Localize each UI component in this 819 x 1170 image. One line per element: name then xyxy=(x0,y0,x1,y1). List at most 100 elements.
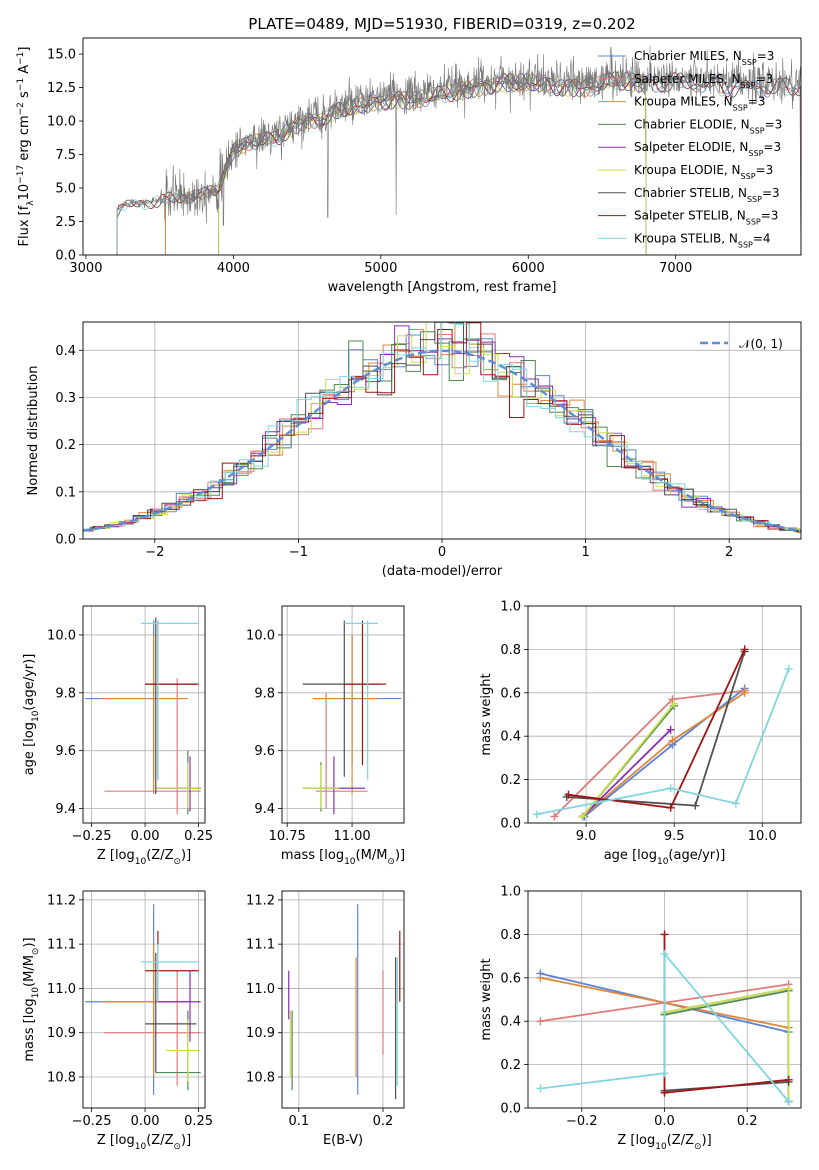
errorbar-kroupa_miles xyxy=(102,634,188,795)
y-tick-label: 1.0 xyxy=(500,885,521,900)
weight-marker-salpeter_stelib xyxy=(740,645,749,654)
errorbar-kroupa_stelib xyxy=(344,620,379,780)
x-tick-label: 5000 xyxy=(364,261,397,276)
x-tick-label: 0 xyxy=(438,545,446,560)
weight-line-kroupa_stelib xyxy=(540,951,790,1103)
y-tick-label: 10.9 xyxy=(47,1026,76,1041)
weight-marker-salpeter_miles xyxy=(536,1017,545,1026)
weight-marker-kroupa_stelib xyxy=(731,799,740,808)
x-tick-label: 11.00 xyxy=(333,829,370,844)
y-tick-label: 9.4 xyxy=(55,802,76,817)
model-spectrum-salpeter_stelib xyxy=(116,72,801,255)
y-tick-label: 0.4 xyxy=(500,730,521,745)
y-tick-label: 0.0 xyxy=(55,249,76,264)
x-axis-label: age [log10(age/yr)] xyxy=(604,848,726,867)
plot-area xyxy=(536,930,793,1106)
weight-marker-chabrier_stelib xyxy=(691,801,700,810)
y-tick-label: 9.6 xyxy=(254,744,275,759)
weight-line-salpeter_stelib xyxy=(568,649,746,809)
legend-entry: Salpeter STELIB, NSSP=3 xyxy=(598,209,778,226)
errorbar-chabrier_miles xyxy=(85,620,184,780)
weight-line-salpeter_stelib xyxy=(663,934,789,1094)
legend-entry: Kroupa ELODIE, NSSP=3 xyxy=(598,163,773,181)
weight-marker-salpeter_stelib xyxy=(660,1088,669,1097)
y-axis-label: mass weight xyxy=(479,673,494,755)
weight-line-salpeter_elodie xyxy=(664,987,790,1102)
errorbar-chabrier_stelib xyxy=(145,617,197,795)
panel-residuals: −2 −1 0 1 2 0.0 0.1 0.2 0.3 0.4 (data-model)/error… xyxy=(26,321,802,579)
x-axis-label: (data-model)/error xyxy=(382,564,503,579)
y-tick-label: 10.9 xyxy=(246,1026,275,1041)
errorbar-kroupa_elodie xyxy=(302,765,340,809)
errorbar-kroupa_stelib xyxy=(140,620,199,780)
y-tick-label: 0.6 xyxy=(500,686,521,701)
x-tick-label: 3000 xyxy=(69,261,102,276)
errorbar-kroupa_elodie xyxy=(166,1019,201,1082)
y-tick-label: 2.5 xyxy=(55,215,76,230)
y-tick-label: 7.5 xyxy=(55,148,76,163)
y-tick-label: 11.0 xyxy=(246,982,275,997)
y-tick-label: 10.0 xyxy=(47,628,76,643)
weight-marker-kroupa_elodie xyxy=(578,812,587,821)
y-tick-label: 11.1 xyxy=(246,938,275,953)
x-tick-label: 0.25 xyxy=(184,1114,213,1129)
y-axis-label: mass weight xyxy=(479,958,494,1040)
weight-marker-salpeter_miles xyxy=(668,695,677,704)
plot-area xyxy=(532,645,793,821)
axes-frame xyxy=(82,37,802,256)
panel-spectrum: 3000 4000 5000 6000 7000 0.0 2.5 5.0 7.5 10.0 12.5… xyxy=(16,15,802,295)
axes-frame xyxy=(82,890,206,1109)
y-tick-label: 5.0 xyxy=(55,182,76,197)
legend-label: 𝒩(0, 1) xyxy=(739,337,783,351)
legend-label: Chabrier STELIB, NSSP=3 xyxy=(634,186,780,204)
x-axis-label: wavelength [Angstrom, rest frame] xyxy=(328,280,557,295)
x-tick-label: −2 xyxy=(145,545,164,560)
axes-frame xyxy=(281,605,405,824)
y-axis-label: Flux [fλ10−17 erg cm−2 s−1 A−1] xyxy=(16,47,36,247)
x-tick-label: 7000 xyxy=(659,261,692,276)
errorbar-salpeter_elodie xyxy=(157,756,201,812)
y-tick-label: 11.1 xyxy=(47,938,76,953)
histogram-kroupa_stelib xyxy=(83,322,801,532)
y-tick-label: 0.4 xyxy=(500,1015,521,1030)
y-tick-label: 10.0 xyxy=(246,628,275,643)
x-tick-label: 4000 xyxy=(217,261,250,276)
panel-age_vs_Z: −0.25 0.00 0.25 9.4 9.6 9.8 10.0 Z [log10(Z/Z⊙)… xyxy=(22,605,213,867)
y-tick-label: 9.6 xyxy=(55,744,76,759)
x-axis-label: E(B-V) xyxy=(323,1133,363,1148)
axes-overlay: 0.1 0.2 10.8 10.9 11.0 11.1 11.2 E(B-V) xyxy=(246,890,405,1148)
plot-area xyxy=(85,904,201,1095)
y-tick-label: 9.8 xyxy=(55,686,76,701)
axes-overlay: −0.25 0.00 0.25 9.4 9.6 9.8 10.0 Z [log10(Z/Z⊙)… xyxy=(22,605,213,867)
weight-marker-kroupa_elodie xyxy=(784,984,793,993)
x-tick-label: 10.0 xyxy=(748,829,777,844)
y-tick-label: 0.3 xyxy=(55,391,76,406)
x-tick-label: 0.1 xyxy=(288,1114,309,1129)
y-tick-label: 0.4 xyxy=(55,344,76,359)
weight-marker-kroupa_elodie xyxy=(670,699,679,708)
panel-mass_vs_Z: −0.25 0.00 0.25 10.8 10.9 11.0 11.1 11.2 Z [log1… xyxy=(22,890,213,1152)
x-tick-label: 0.2 xyxy=(737,1114,758,1129)
panel-mass_vs_ebv: 0.1 0.2 10.8 10.9 11.0 11.1 11.2 E(B-V) xyxy=(246,890,405,1148)
weight-marker-kroupa_miles xyxy=(740,688,749,697)
observed-spectrum xyxy=(116,45,801,255)
x-tick-label: 0.00 xyxy=(131,1114,160,1129)
plot-area xyxy=(288,904,401,1100)
errorbar-chabrier_miles xyxy=(85,904,184,1095)
chart-title: PLATE=0489, MJD=51930, FIBERID=0319, z=0… xyxy=(248,15,635,33)
axes-frame xyxy=(281,890,405,1109)
legend-entry: Salpeter MILES, NSSP=3 xyxy=(598,72,773,89)
legend-label: Kroupa STELIB, NSSP=4 xyxy=(634,231,771,249)
x-tick-label: 9.0 xyxy=(576,829,597,844)
weight-marker-salpeter_stelib xyxy=(784,1075,793,1084)
panel-age_vs_mass: 10.75 11.00 9.4 9.6 9.8 10.0 mass [log10(M/M⊙)… xyxy=(246,605,405,867)
errorbar-salpeter_miles xyxy=(315,692,368,809)
y-tick-label: 11.2 xyxy=(47,893,76,908)
weight-marker-salpeter_elodie xyxy=(666,725,675,734)
y-tick-label: 0.6 xyxy=(500,971,521,986)
normal-curve xyxy=(83,349,801,532)
y-tick-label: 0.2 xyxy=(55,438,76,453)
axes-overlay: −2 −1 0 1 2 0.0 0.1 0.2 0.3 0.4 (data-model)/error… xyxy=(26,321,802,579)
x-tick-label: −0.25 xyxy=(72,1114,112,1129)
y-tick-label: 11.0 xyxy=(47,982,76,997)
